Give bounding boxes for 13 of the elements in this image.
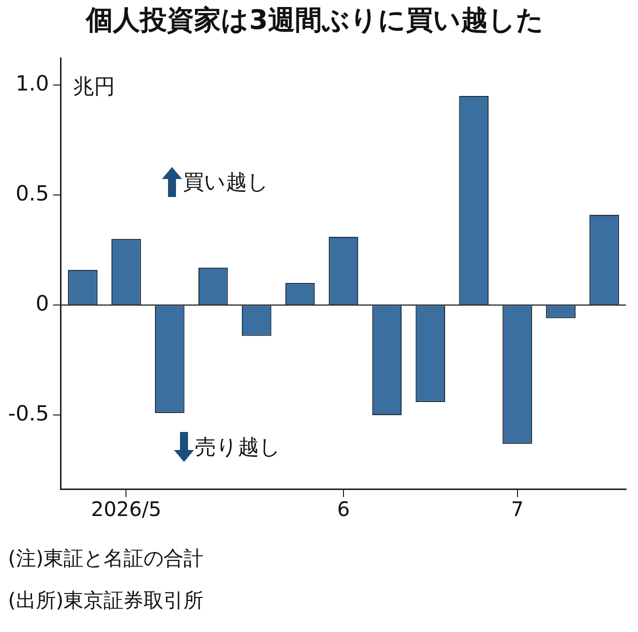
annotation: 買い越し xyxy=(182,169,269,196)
y-tick-label: 1.0 xyxy=(16,71,49,96)
y-axis-title: 兆円 xyxy=(72,74,115,98)
text: (注)東証と名証の合計 xyxy=(8,545,204,572)
y-tick-label: 0 xyxy=(36,292,49,316)
y-tick-label: -0.5 xyxy=(8,402,49,426)
x-tick-label: 2026/5 xyxy=(90,497,162,522)
annotation: 売り越し xyxy=(194,434,281,461)
text: (出所)東京証券取引所 xyxy=(8,587,204,614)
x-tick-label: 7 xyxy=(510,497,524,522)
y-tick-label: 0.5 xyxy=(16,181,49,206)
chart-title: 個人投資家は3週間ぶりに買い越した xyxy=(85,5,544,36)
x-tick-label: 6 xyxy=(337,497,350,522)
